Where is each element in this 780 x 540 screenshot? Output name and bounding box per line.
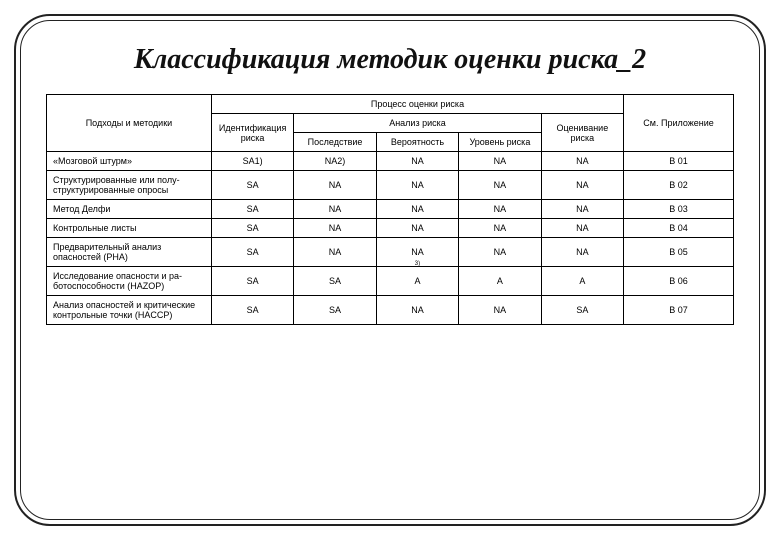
cell-level: NA bbox=[459, 171, 541, 200]
col-methods: Подходы и методики bbox=[47, 95, 212, 152]
cell-method: Предварительный анализ опасностей (PHA) bbox=[47, 238, 212, 267]
cell-method: Исследование опасности и ра­ботоспособно… bbox=[47, 267, 212, 296]
col-identification: Идентификация риска bbox=[211, 114, 293, 152]
cell-method: Анализ опасностей и критиче­ские контрол… bbox=[47, 296, 212, 325]
col-level: Уровень риска bbox=[459, 133, 541, 152]
cell-prob: NA bbox=[376, 200, 458, 219]
col-process: Процесс оценки риска bbox=[211, 95, 623, 114]
col-analysis: Анализ риска bbox=[294, 114, 541, 133]
page-title: Классификация методик оценки риска_2 bbox=[46, 44, 734, 76]
cell-conseq: SA bbox=[294, 296, 376, 325]
table-row: Метод ДелфиSANANANANAВ 03 bbox=[47, 200, 734, 219]
cell-method: Структурированные или полу­структурирова… bbox=[47, 171, 212, 200]
col-appendix: См. Приложение bbox=[624, 95, 734, 152]
cell-eval: A bbox=[541, 267, 623, 296]
risk-methods-table: Подходы и методики Процесс оценки риска … bbox=[46, 94, 734, 325]
cell-prob: 3)A bbox=[376, 267, 458, 296]
cell-app: В 04 bbox=[624, 219, 734, 238]
cell-ident: SA bbox=[211, 296, 293, 325]
cell-eval: NA bbox=[541, 200, 623, 219]
cell-conseq: NA bbox=[294, 238, 376, 267]
slide-content: Классификация методик оценки риска_2 Под… bbox=[46, 44, 734, 510]
cell-app: В 07 bbox=[624, 296, 734, 325]
cell-ident: SA bbox=[211, 267, 293, 296]
cell-ident: SA1) bbox=[211, 152, 293, 171]
cell-prob: NA bbox=[376, 296, 458, 325]
table-row: Структурированные или полу­структурирова… bbox=[47, 171, 734, 200]
cell-eval: NA bbox=[541, 219, 623, 238]
cell-eval: NA bbox=[541, 152, 623, 171]
col-probability: Вероятность bbox=[376, 133, 458, 152]
cell-conseq: NA bbox=[294, 171, 376, 200]
cell-level: NA bbox=[459, 219, 541, 238]
cell-ident: SA bbox=[211, 171, 293, 200]
cell-level: NA bbox=[459, 200, 541, 219]
cell-ident: SA bbox=[211, 200, 293, 219]
cell-app: В 03 bbox=[624, 200, 734, 219]
cell-ident: SA bbox=[211, 238, 293, 267]
cell-app: В 06 bbox=[624, 267, 734, 296]
table-row: Контрольные листыSANANANANAВ 04 bbox=[47, 219, 734, 238]
cell-level: A bbox=[459, 267, 541, 296]
cell-eval: SA bbox=[541, 296, 623, 325]
cell-app: В 05 bbox=[624, 238, 734, 267]
cell-method: Контрольные листы bbox=[47, 219, 212, 238]
cell-conseq: SA bbox=[294, 267, 376, 296]
cell-method: «Мозговой штурм» bbox=[47, 152, 212, 171]
cell-conseq: NA bbox=[294, 219, 376, 238]
cell-app: В 02 bbox=[624, 171, 734, 200]
cell-app: В 01 bbox=[624, 152, 734, 171]
table-row: «Мозговой штурм»SA1)NA2)NANANAВ 01 bbox=[47, 152, 734, 171]
cell-conseq: NA bbox=[294, 200, 376, 219]
table-row: Исследование опасности и ра­ботоспособно… bbox=[47, 267, 734, 296]
cell-method: Метод Делфи bbox=[47, 200, 212, 219]
col-evaluation: Оценивание риска bbox=[541, 114, 623, 152]
table-row: Анализ опасностей и критиче­ские контрол… bbox=[47, 296, 734, 325]
cell-eval: NA bbox=[541, 171, 623, 200]
cell-level: NA bbox=[459, 152, 541, 171]
cell-level: NA bbox=[459, 238, 541, 267]
col-consequence: Последствие bbox=[294, 133, 376, 152]
cell-level: NA bbox=[459, 296, 541, 325]
cell-ident: SA bbox=[211, 219, 293, 238]
cell-prob: NA bbox=[376, 152, 458, 171]
cell-eval: NA bbox=[541, 238, 623, 267]
cell-prob: NA bbox=[376, 171, 458, 200]
cell-conseq: NA2) bbox=[294, 152, 376, 171]
cell-prob: NA bbox=[376, 219, 458, 238]
